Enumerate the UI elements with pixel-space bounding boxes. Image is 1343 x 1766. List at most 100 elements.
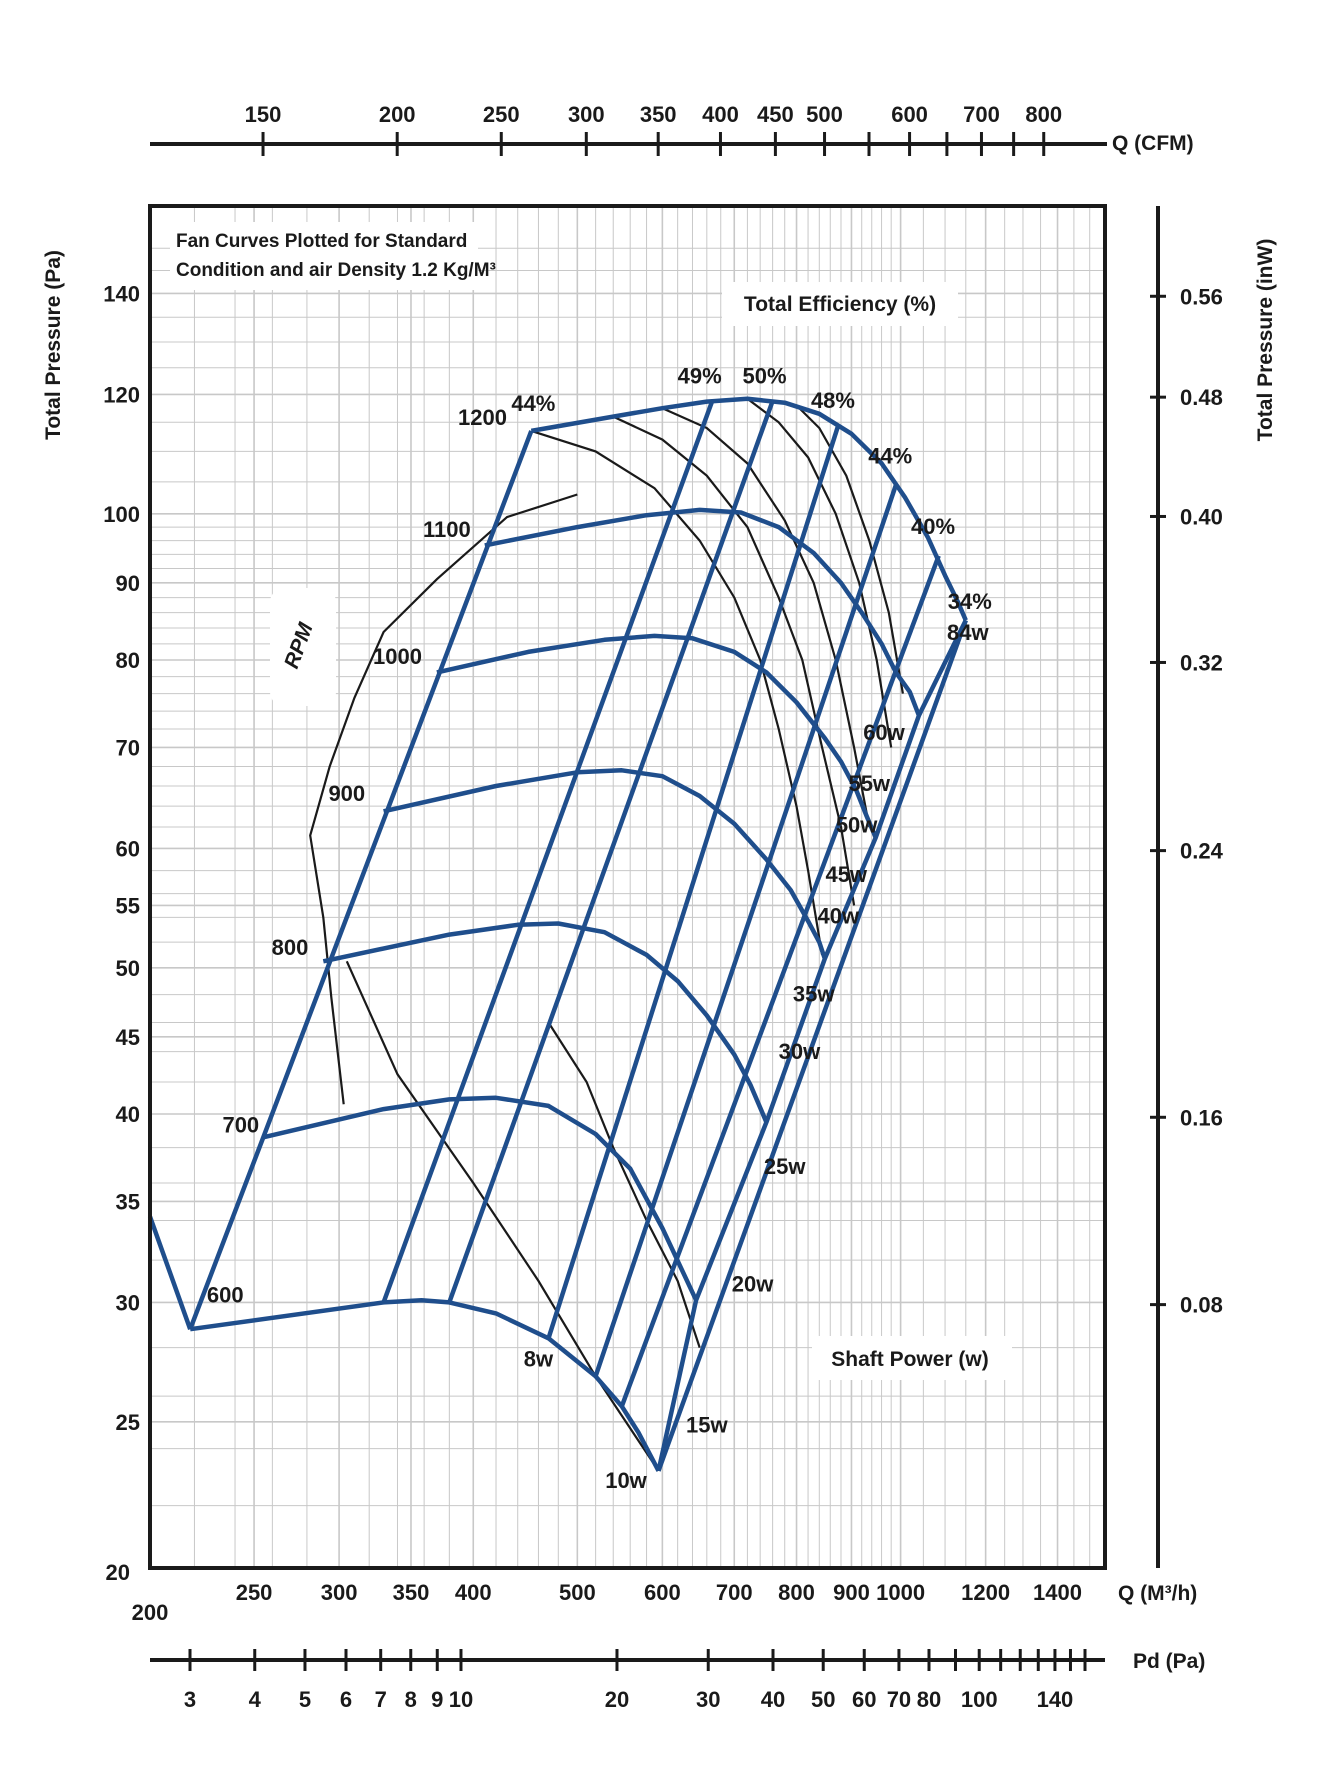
power-label: 55w	[848, 771, 890, 796]
pd-tick-label: 70	[887, 1687, 911, 1712]
rpm-label: 900	[328, 781, 365, 806]
pd-tick-label: 10	[449, 1687, 473, 1712]
plot-frame	[148, 204, 1107, 1570]
efficiency-label: 44%	[511, 391, 555, 416]
x-origin-label: 200	[132, 1600, 169, 1625]
x-tick-label: 1000	[876, 1580, 925, 1605]
cfm-tick-label: 150	[245, 102, 282, 127]
x-axis-cfm-title: Q (CFM)	[1112, 132, 1194, 155]
y-tick-label: 35	[116, 1189, 140, 1214]
y-axis-title: Total Pressure (Pa)	[42, 250, 65, 440]
x-axis-cfm: 150 200 250 300 350 400 450 500 600 700 800	[150, 102, 1107, 156]
pd-tick-label: 7	[375, 1687, 387, 1712]
note-box	[170, 222, 478, 290]
y-tick-label: 30	[116, 1290, 140, 1315]
efficiency-label: 34%	[948, 589, 992, 614]
rpm-curve	[530, 396, 968, 622]
power-line	[795, 404, 904, 694]
shaft-power-lines	[309, 397, 904, 1472]
cfm-tick-label: 300	[568, 102, 605, 127]
x-axis-bottom: 250 300 350 400 500 600 700 800 900 1000 1200 1400 2…	[132, 1580, 1082, 1625]
power-label: 25w	[764, 1154, 806, 1179]
y-tick-label: 45	[116, 1025, 140, 1050]
power-label: 10w	[605, 1468, 647, 1493]
y-axis-left: 25 30 35 40 45 50 55 60 70 80 90 100 120 140 20	[103, 281, 140, 1585]
power-line	[746, 397, 893, 748]
right-tick-label: 0.24	[1180, 839, 1224, 864]
rpm-label: 800	[272, 935, 309, 960]
x-tick-label: 1400	[1033, 1580, 1082, 1605]
pd-tick-label: 4	[249, 1687, 262, 1712]
y-tick-label: 120	[103, 382, 140, 407]
plot-grid	[150, 206, 1105, 1568]
y-tick-label: 50	[116, 956, 140, 981]
efficiency-label: 50%	[743, 364, 787, 389]
x-tick-label: 600	[644, 1580, 681, 1605]
y-tick-label: 140	[103, 281, 140, 306]
power-label: 35w	[793, 981, 835, 1006]
power-label: 8w	[524, 1347, 554, 1372]
y-tick-label: 60	[116, 836, 140, 861]
x-tick-label: 250	[236, 1580, 273, 1605]
rpm-curve	[262, 1095, 699, 1302]
cfm-tick-label: 600	[891, 102, 928, 127]
right-tick-label: 0.40	[1180, 504, 1223, 529]
rpm-title-box	[270, 588, 336, 706]
rpm-curve	[484, 507, 921, 717]
x-tick-label: 800	[778, 1580, 815, 1605]
rpm-curve	[189, 1297, 661, 1472]
right-tick-label: 0.48	[1180, 385, 1223, 410]
cfm-tick-label: 450	[757, 102, 794, 127]
pd-tick-label: 100	[961, 1687, 998, 1712]
rpm-label: 700	[222, 1112, 259, 1137]
rpm-curves	[189, 396, 968, 1472]
pd-tick-label: 3	[184, 1687, 196, 1712]
efficiency-title-box	[722, 282, 958, 326]
cfm-tick-label: 800	[1025, 102, 1062, 127]
x-axis-pd-title: Pd (Pa)	[1133, 1650, 1205, 1673]
note-line-1: Fan Curves Plotted for Standard	[176, 231, 467, 252]
y-tick-label: 80	[116, 648, 140, 673]
pd-tick-label: 6	[340, 1687, 352, 1712]
x-tick-label: 900	[833, 1580, 870, 1605]
efficiency-line	[447, 400, 775, 1304]
rpm-label: 1200	[458, 405, 507, 430]
y-axis-right: 0.08 0.16 0.24 0.32 0.40 0.48 0.56	[1150, 206, 1224, 1568]
efficiency-line	[656, 619, 968, 1472]
x-tick-label: 300	[321, 1580, 358, 1605]
x-tick-label: 1200	[961, 1580, 1010, 1605]
x-axis-pd: 3 4 5 6 7 8 9 10 20 30 40 50 60 70 80 100 140	[150, 1649, 1105, 1712]
cfm-tick-label: 200	[379, 102, 416, 127]
y-tick-label: 70	[116, 735, 140, 760]
cfm-tick-label: 700	[963, 102, 1000, 127]
y-tick-label: 90	[116, 571, 140, 596]
y-tick-label: 55	[116, 893, 140, 918]
power-line	[612, 415, 856, 906]
efficiency-label: 48%	[811, 388, 855, 413]
efficiency-line	[147, 1215, 193, 1330]
right-tick-label: 0.08	[1180, 1293, 1223, 1318]
power-line	[309, 493, 578, 1105]
x-tick-label: 350	[393, 1580, 430, 1605]
power-line	[530, 429, 824, 956]
right-tick-label: 0.32	[1180, 650, 1223, 675]
y-origin-label: 20	[106, 1560, 130, 1585]
power-line	[547, 1021, 701, 1348]
x-axis-title: Q (M³/h)	[1118, 1582, 1197, 1605]
efficiency-line	[593, 484, 899, 1378]
efficiency-line	[381, 399, 715, 1304]
pd-tick-label: 40	[761, 1687, 785, 1712]
power-label: 50w	[836, 812, 878, 837]
x-tick-label: 500	[559, 1580, 596, 1605]
power-title: Shaft Power (w)	[831, 1348, 989, 1371]
pd-tick-label: 140	[1037, 1687, 1074, 1712]
cfm-tick-label: 500	[806, 102, 843, 127]
y-axis-right-title: Total Pressure (inW)	[1254, 239, 1277, 442]
power-label: 84w	[947, 620, 989, 645]
rpm-curve	[322, 921, 769, 1124]
power-title-box	[812, 1336, 1012, 1380]
power-label: 40w	[818, 904, 860, 929]
cfm-tick-label: 350	[640, 102, 677, 127]
x-tick-label: 700	[716, 1580, 753, 1605]
